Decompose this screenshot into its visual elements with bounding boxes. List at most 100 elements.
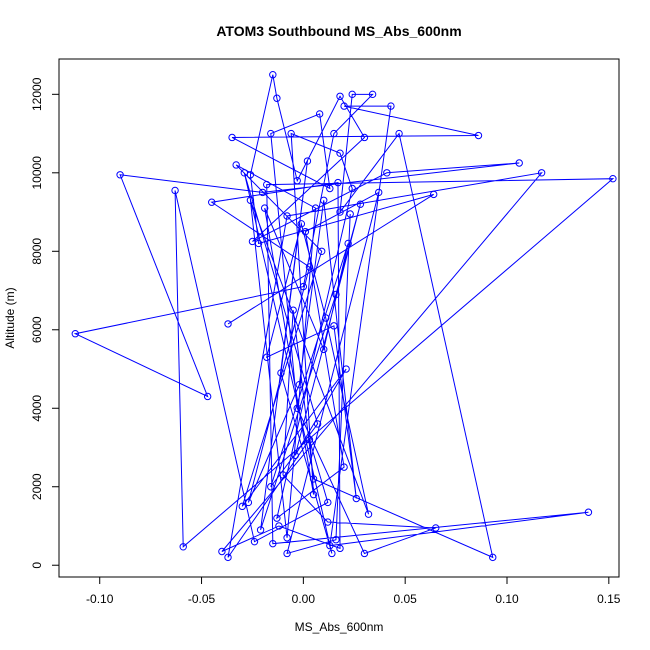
data-point — [301, 227, 310, 236]
x-tick-label: 0.15 — [597, 592, 621, 606]
data-point — [326, 541, 334, 550]
data-point — [248, 237, 257, 246]
data-point — [315, 110, 324, 118]
x-tick-label: -0.05 — [188, 592, 216, 606]
data-point — [332, 536, 340, 544]
data-point — [116, 171, 124, 179]
data-point — [289, 306, 297, 314]
x-tick-label: 0.10 — [495, 592, 519, 606]
data-point — [432, 524, 440, 532]
data-point — [279, 471, 287, 479]
data-point — [273, 514, 281, 522]
data-point — [208, 198, 216, 206]
data-point — [584, 508, 593, 516]
data-point — [332, 290, 340, 299]
data-point — [250, 537, 259, 546]
data-point — [171, 186, 179, 195]
data-point — [324, 518, 332, 526]
y-axis-label: Altitude (m) — [3, 287, 17, 348]
series-line — [73, 74, 615, 559]
data-point — [320, 345, 328, 354]
data-point — [348, 184, 356, 193]
data-point — [313, 420, 322, 428]
x-tick-label: -0.10 — [86, 592, 114, 606]
data-point — [334, 178, 342, 187]
data-point — [273, 94, 281, 102]
data-point — [322, 314, 330, 322]
data-point — [609, 174, 617, 183]
data-point — [244, 498, 253, 507]
data-point — [228, 133, 236, 142]
data-point — [368, 90, 377, 99]
series-group — [71, 71, 617, 562]
data-point — [360, 133, 369, 142]
chart-title: ATOM3 Southbound MS_Abs_600nm — [216, 23, 461, 39]
data-point — [305, 435, 314, 444]
data-point — [342, 365, 350, 373]
data-point — [297, 220, 306, 228]
data-point — [179, 543, 187, 551]
data-point — [324, 498, 332, 507]
data-point — [336, 149, 344, 157]
data-point — [395, 129, 403, 138]
data-point — [305, 263, 314, 271]
data-point — [263, 180, 271, 189]
x-axis: -0.10 -0.05 0.00 0.05 0.10 0.15 — [86, 576, 621, 606]
y-tick-label: 10000 — [30, 156, 44, 190]
data-point — [71, 330, 79, 338]
x-tick-label: 0.00 — [292, 592, 316, 606]
data-point — [277, 369, 285, 377]
data-point — [344, 239, 352, 248]
data-point — [283, 549, 291, 558]
data-point — [224, 320, 232, 328]
data-point — [340, 102, 348, 110]
data-point — [317, 247, 326, 255]
data-point — [515, 159, 523, 167]
data-point — [238, 502, 246, 511]
data-point — [489, 553, 497, 562]
data-point — [375, 188, 383, 197]
data-point — [383, 169, 391, 177]
data-point — [232, 161, 240, 169]
data-point — [269, 71, 277, 79]
data-point — [256, 526, 265, 534]
y-tick-label: 4000 — [30, 395, 44, 422]
data-point — [348, 90, 356, 99]
data-point — [356, 200, 365, 208]
y-tick-label: 6000 — [30, 316, 44, 343]
data-point — [340, 463, 348, 471]
data-point — [309, 490, 318, 499]
data-point — [263, 353, 271, 361]
x-axis-label: MS_Abs_600nm — [295, 620, 384, 634]
data-point — [352, 494, 361, 503]
data-point — [246, 196, 255, 204]
data-point — [330, 322, 338, 330]
data-point — [287, 129, 295, 138]
data-point — [218, 547, 226, 556]
data-point — [283, 534, 291, 542]
x-tick-label: 0.05 — [394, 592, 418, 606]
data-point — [283, 212, 291, 220]
data-point — [299, 282, 308, 291]
data-point — [320, 196, 328, 204]
data-point — [309, 475, 318, 483]
data-point — [293, 404, 301, 412]
y-tick-label: 2000 — [30, 473, 44, 500]
data-point — [330, 129, 338, 138]
data-point — [258, 188, 267, 197]
data-point — [295, 381, 303, 389]
data-point — [240, 169, 249, 177]
data-point — [346, 210, 354, 218]
data-point — [303, 157, 312, 165]
data-point — [328, 549, 336, 558]
data-point — [336, 92, 344, 100]
data-point — [360, 549, 369, 558]
data-point — [267, 129, 275, 138]
data-point — [326, 184, 334, 193]
data-point — [336, 544, 344, 553]
data-point — [260, 204, 269, 212]
y-axis: 0 2000 4000 6000 8000 10000 12000 — [30, 77, 60, 569]
data-point — [311, 204, 320, 212]
data-point — [474, 131, 483, 140]
